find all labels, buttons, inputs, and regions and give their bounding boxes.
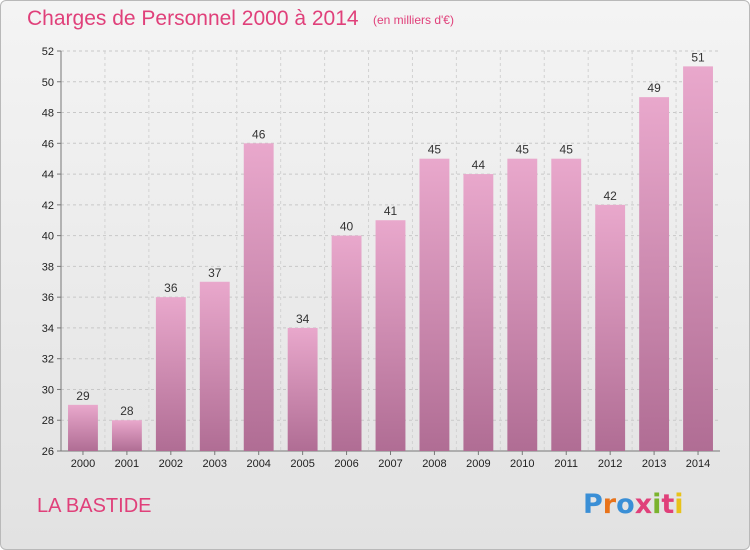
bar-2001 <box>111 420 142 451</box>
data-label: 45 <box>516 143 530 157</box>
chart-title: Charges de Personnel 2000 à 2014 <box>27 7 359 30</box>
y-tick-label: 42 <box>42 200 54 212</box>
data-label: 28 <box>120 404 134 418</box>
y-tick-label: 40 <box>42 231 54 243</box>
data-label: 46 <box>252 127 266 141</box>
bar-2012 <box>595 204 626 451</box>
logo-letter: o <box>616 489 635 520</box>
y-tick-label: 50 <box>42 77 54 89</box>
bar-2007 <box>375 220 406 451</box>
bar-2008 <box>419 158 450 451</box>
data-label: 51 <box>691 50 705 64</box>
x-tick-label: 2010 <box>510 458 534 470</box>
data-label: 40 <box>340 220 354 234</box>
bar-2004 <box>243 143 274 452</box>
bar-2010 <box>507 158 538 451</box>
logo-letter: t <box>661 489 675 520</box>
x-tick-label: 2004 <box>246 458 270 470</box>
data-label: 34 <box>296 312 310 326</box>
bar-2013 <box>639 97 670 452</box>
x-tick-label: 2003 <box>203 458 227 470</box>
bar-2002 <box>155 297 186 451</box>
x-tick-label: 2012 <box>598 458 622 470</box>
y-tick-label: 30 <box>42 384 54 396</box>
bar-2000 <box>68 404 98 451</box>
logo-letter: x <box>634 489 653 520</box>
y-tick-label: 38 <box>42 261 54 273</box>
bar-2014 <box>683 66 713 451</box>
data-label: 45 <box>560 143 574 157</box>
y-tick-label: 32 <box>42 354 54 366</box>
x-tick-label: 2001 <box>115 458 139 470</box>
x-tick-label: 2006 <box>334 458 358 470</box>
y-tick-label: 44 <box>42 169 54 181</box>
y-tick-label: 48 <box>42 108 54 120</box>
data-label: 44 <box>472 158 486 172</box>
data-labels: 29 28 36 37 46 34 40 41 45 44 45 45 42 49 51 <box>76 50 705 418</box>
logo-letter: r <box>602 489 617 520</box>
x-tick-label: 2013 <box>642 458 666 470</box>
logo-letter: i <box>652 489 662 520</box>
bar-2005 <box>287 327 318 451</box>
place-name: LA BASTIDE <box>37 495 152 517</box>
y-tick-label: 52 <box>42 46 54 58</box>
data-label: 29 <box>76 389 90 403</box>
proxiti-logo: Proxiti <box>583 489 684 520</box>
y-tick-label: 36 <box>42 292 54 304</box>
bar-2009 <box>463 174 494 452</box>
data-label: 37 <box>208 266 222 280</box>
y-tick-label: 26 <box>42 446 54 458</box>
bar-2003 <box>199 281 230 451</box>
bar-2006 <box>331 235 362 451</box>
x-tick-label: 2009 <box>466 458 490 470</box>
data-label: 36 <box>164 281 178 295</box>
chart-subtitle: (en milliers d'€) <box>373 13 454 27</box>
x-tick-label: 2005 <box>290 458 314 470</box>
y-tick-label: 28 <box>42 415 54 427</box>
y-tick-label: 34 <box>42 323 54 335</box>
data-label: 42 <box>603 189 617 203</box>
data-label: 41 <box>384 204 398 218</box>
x-tick-label: 2000 <box>71 458 95 470</box>
y-tick-label: 46 <box>42 138 54 150</box>
x-tick-label: 2011 <box>554 458 578 470</box>
data-label: 45 <box>428 143 442 157</box>
x-tick-label: 2014 <box>686 458 710 470</box>
x-tick-label: 2002 <box>159 458 183 470</box>
data-label: 49 <box>647 81 661 95</box>
logo-letter: P <box>583 489 603 520</box>
x-tick-label: 2007 <box>378 458 402 470</box>
x-tick-label: 2008 <box>422 458 446 470</box>
logo-letter: i <box>674 489 684 520</box>
bars <box>68 66 713 452</box>
bar-2011 <box>551 158 582 451</box>
